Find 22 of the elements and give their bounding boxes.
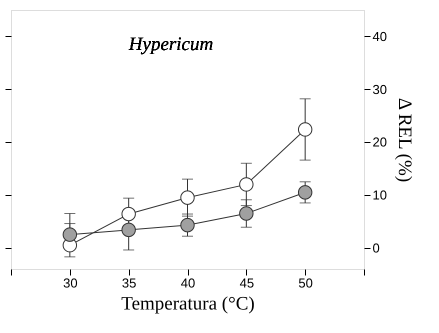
y-axis-title: Δ REL (%) [394, 98, 415, 182]
x-tick-label: 30 [63, 276, 78, 290]
x-tick-label: 45 [240, 276, 254, 290]
point [62, 227, 78, 242]
point [121, 222, 136, 238]
point [298, 185, 312, 200]
point [121, 206, 136, 222]
y-tick-label: 40 [372, 28, 387, 44]
point [180, 218, 195, 232]
y-tick-label: 30 [372, 82, 387, 97]
x-tick-label: 40 [180, 276, 196, 290]
point [239, 206, 254, 221]
point [180, 190, 195, 205]
y-tick-label: 20 [372, 134, 387, 150]
x-tick-label: 35 [122, 276, 136, 290]
x-axis-title: Temperatura (°C) [121, 294, 255, 314]
text: Hypericum [128, 34, 214, 55]
point [298, 122, 312, 137]
point [239, 177, 254, 192]
y-tick-label: 0 [372, 240, 380, 256]
x-tick-label: 50 [298, 276, 313, 290]
y-tick-label: 10 [372, 188, 387, 202]
